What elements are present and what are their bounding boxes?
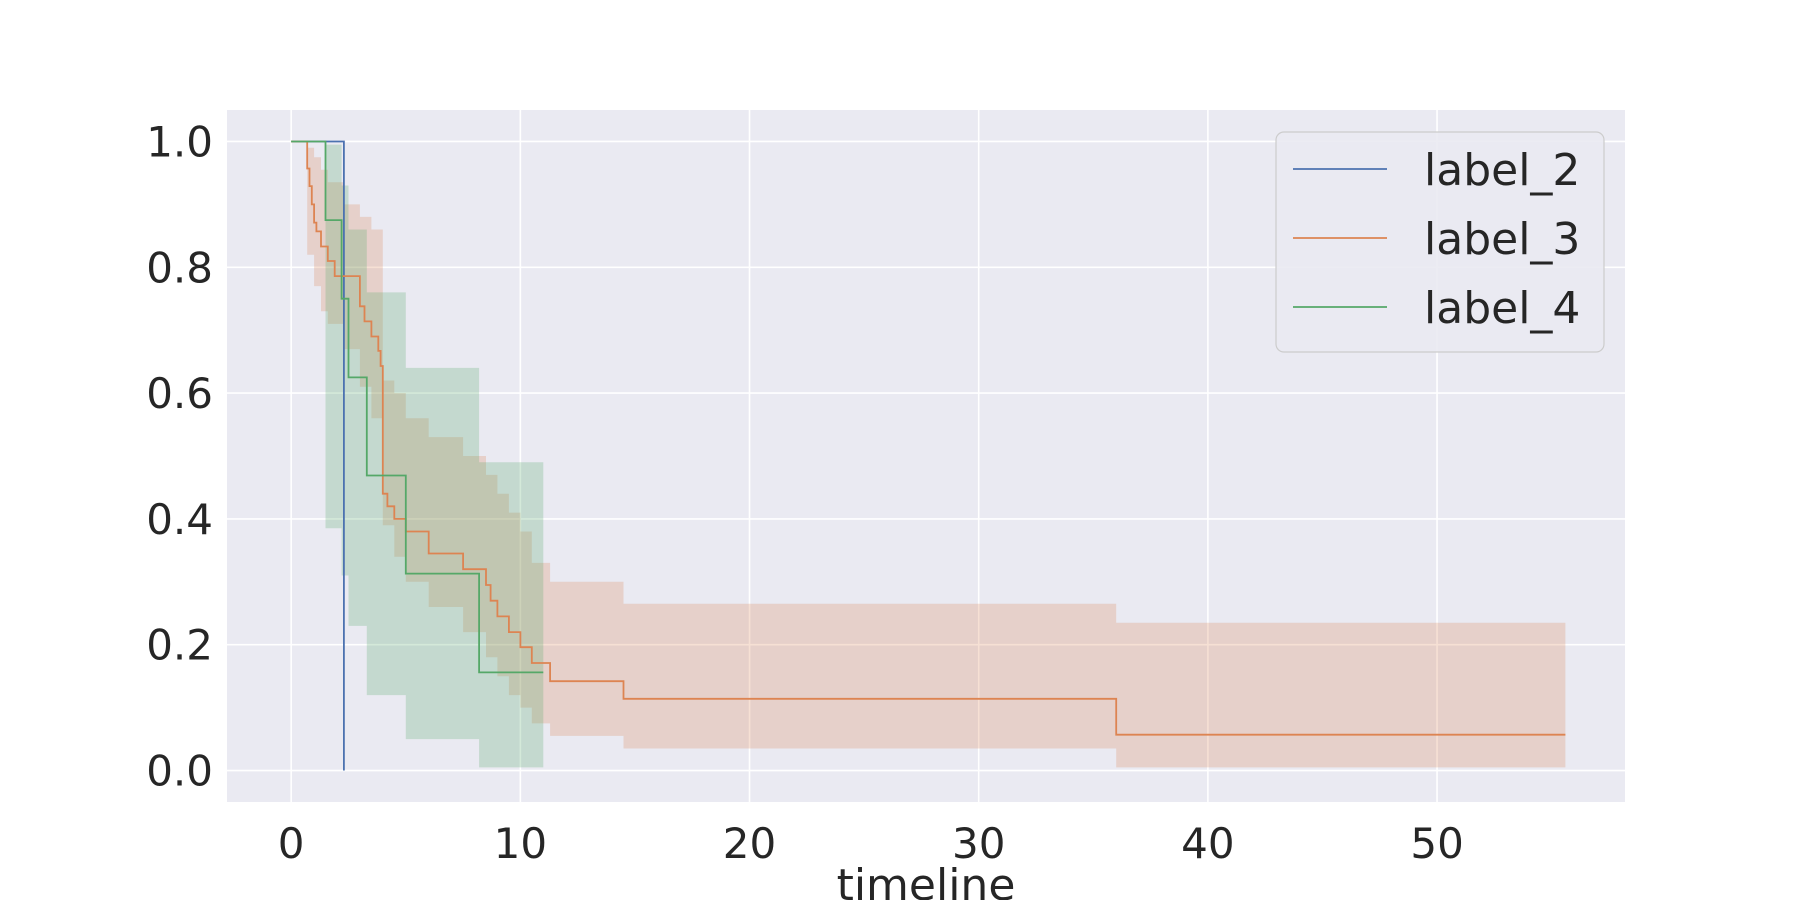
- x-axis-label: timeline: [837, 860, 1016, 900]
- y-tick-label: 1.0: [146, 117, 213, 166]
- x-tick-label: 40: [1181, 819, 1234, 868]
- y-tick-label: 0.0: [146, 747, 213, 796]
- legend-box: [1275, 131, 1605, 353]
- series-line-label_3: [291, 140, 1566, 736]
- series-line-label_4: [291, 140, 544, 674]
- series-lines: [291, 140, 1566, 771]
- tick-labels: 0 10 20 30 40 50 0.0 0.2 0.4 0.6 0.8 1.0: [146, 117, 1464, 868]
- y-tick-label: 0.6: [146, 369, 213, 418]
- x-tick-label: 50: [1410, 819, 1463, 868]
- x-tick-label: 10: [494, 819, 547, 868]
- y-tick-label: 0.8: [146, 243, 213, 292]
- legend-label-label_4: label_4: [1424, 283, 1580, 334]
- y-tick-label: 0.2: [146, 621, 213, 670]
- x-tick-label: 30: [952, 819, 1005, 868]
- x-tick-label: 20: [723, 819, 776, 868]
- legend-label-label_3: label_3: [1424, 214, 1580, 265]
- x-tick-label: 0: [278, 819, 305, 868]
- confidence-bands: [291, 141, 1566, 768]
- legend-label-label_2: label_2: [1424, 145, 1580, 196]
- ci-band-label_3: [291, 141, 1566, 768]
- legend: label_2 label_3 label_4: [1275, 131, 1605, 353]
- ci-band-label_4: [291, 141, 544, 768]
- y-tick-label: 0.4: [146, 495, 213, 544]
